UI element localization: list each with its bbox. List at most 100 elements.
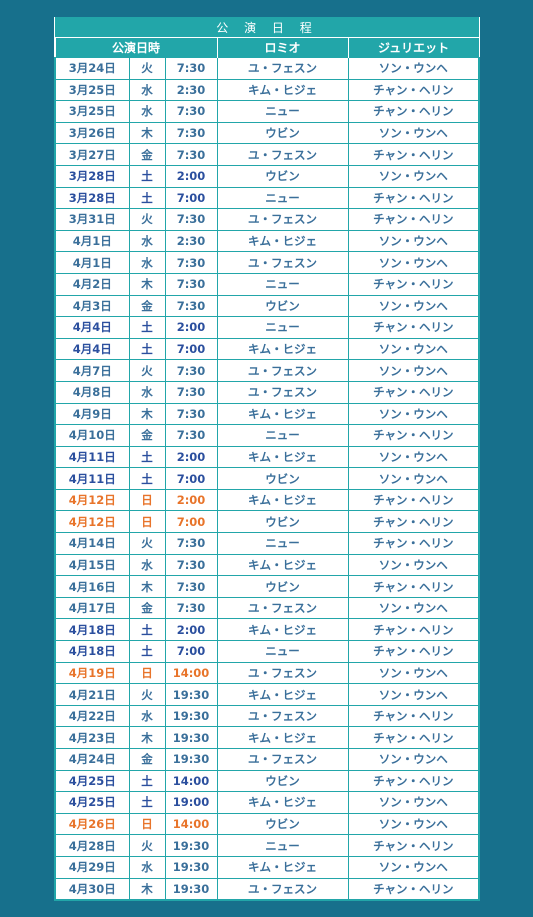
time-cell: 7:30 [164, 359, 218, 382]
day-cell: 木 [128, 121, 166, 145]
date-cell: 3月28日 [54, 164, 130, 188]
day-cell: 日 [128, 510, 166, 534]
time-cell: 7:30 [164, 57, 218, 80]
time-cell: 19:00 [164, 791, 218, 814]
time-cell: 19:30 [164, 877, 218, 902]
juliet-cell: チャン・ヘリン [347, 143, 481, 166]
time-cell: 19:30 [164, 726, 218, 749]
schedule-row: 3月25日水 7:30 ニュー チャン・ヘリン [54, 100, 481, 123]
day-cell: 火 [128, 683, 166, 706]
date-cell: 4月17日 [54, 596, 130, 620]
time-cell: 19:30 [164, 704, 218, 728]
juliet-cell: ソン・ウンヘ [347, 164, 481, 188]
day-cell: 土 [128, 618, 166, 642]
date-cell: 4月9日 [54, 402, 130, 426]
day-cell: 金 [128, 143, 166, 166]
juliet-cell: チャン・ヘリン [347, 316, 481, 339]
time-cell: 7:30 [164, 208, 218, 231]
romeo-cell: ウビン [216, 510, 349, 534]
date-cell: 4月18日 [54, 618, 130, 642]
romeo-cell: ニュー [216, 532, 349, 555]
time-cell: 19:30 [164, 683, 218, 706]
schedule-row: 4月15日水 7:30 キム・ヒジェ ソン・ウンヘ [54, 553, 481, 577]
schedule-row: 4月1日水 7:30 ユ・フェスン ソン・ウンヘ [54, 251, 481, 274]
schedule-row: 3月24日火 7:30 ユ・フェスン ソン・ウンヘ [54, 57, 481, 80]
day-cell: 日 [128, 488, 166, 512]
romeo-cell: ニュー [216, 272, 349, 296]
juliet-cell: ソン・ウンヘ [347, 812, 481, 836]
header-row: 公演日時 ロミオ ジュリエット [54, 37, 480, 58]
time-cell: 7:30 [164, 532, 218, 555]
time-cell: 2:30 [164, 229, 218, 253]
schedule-row: 4月7日火 7:30 ユ・フェスン ソン・ウンヘ [54, 359, 481, 382]
schedule-row: 4月16日木 7:30 ウビン チャン・ヘリン [54, 575, 481, 598]
romeo-cell: ニュー [216, 316, 349, 339]
time-cell: 7:00 [164, 640, 218, 663]
romeo-cell: ウビン [216, 164, 349, 188]
juliet-cell: ソン・ウンヘ [347, 596, 481, 620]
date-cell: 3月31日 [54, 208, 130, 231]
schedule-row: 4月28日火 19:30 ニュー チャン・ヘリン [54, 834, 481, 857]
schedule-row: 4月26日日 14:00 ウビン ソン・ウンヘ [54, 812, 481, 836]
juliet-cell: ソン・ウンヘ [347, 294, 481, 318]
romeo-cell: ウビン [216, 769, 349, 793]
schedule-title: 公 演 日 程 [55, 17, 480, 38]
date-cell: 3月25日 [54, 78, 130, 102]
date-cell: 3月24日 [54, 57, 130, 80]
romeo-cell: ウビン [216, 294, 349, 318]
date-cell: 4月21日 [54, 683, 130, 706]
date-cell: 4月11日 [54, 445, 130, 469]
schedule-row: 4月2日木 7:30 ニュー チャン・ヘリン [54, 272, 481, 296]
time-cell: 7:30 [164, 100, 218, 123]
romeo-cell: キム・ヒジェ [216, 618, 349, 642]
day-cell: 土 [128, 164, 166, 188]
romeo-cell: キム・ヒジェ [216, 683, 349, 706]
date-cell: 4月25日 [54, 769, 130, 793]
date-cell: 3月26日 [54, 121, 130, 145]
time-cell: 19:30 [164, 748, 218, 771]
romeo-cell: ユ・フェスン [216, 748, 349, 771]
day-cell: 木 [128, 575, 166, 598]
title-row: 公 演 日 程 [55, 17, 480, 38]
day-cell: 金 [128, 596, 166, 620]
schedule-body: 3月24日火 7:30 ユ・フェスン ソン・ウンヘ 3月25日水 2:30 キム・ヒジェ チャ… [54, 57, 481, 902]
date-cell: 3月25日 [54, 100, 130, 123]
juliet-cell: ソン・ウンヘ [347, 553, 481, 577]
schedule-row: 4月25日土 14:00 ウビン チャン・ヘリン [54, 769, 481, 793]
juliet-cell: ソン・ウンヘ [347, 251, 481, 274]
time-cell: 19:30 [164, 834, 218, 857]
day-cell: 水 [128, 855, 166, 879]
romeo-cell: キム・ヒジェ [216, 445, 349, 469]
day-cell: 水 [128, 380, 166, 404]
romeo-cell: キム・ヒジェ [216, 553, 349, 577]
date-cell: 4月19日 [54, 661, 130, 685]
juliet-cell: チャン・ヘリン [347, 186, 481, 210]
header-romeo: ロミオ [216, 37, 349, 58]
schedule-row: 4月11日土 2:00 キム・ヒジェ ソン・ウンヘ [54, 445, 481, 469]
romeo-cell: ニュー [216, 424, 349, 447]
day-cell: 水 [128, 100, 166, 123]
day-cell: 水 [128, 78, 166, 102]
romeo-cell: ニュー [216, 186, 349, 210]
day-cell: 土 [128, 769, 166, 793]
juliet-cell: チャン・ヘリン [347, 834, 481, 857]
juliet-cell: チャン・ヘリン [347, 532, 481, 555]
juliet-cell: チャン・ヘリン [347, 380, 481, 404]
date-cell: 4月12日 [54, 510, 130, 534]
time-cell: 7:30 [164, 596, 218, 620]
day-cell: 日 [128, 812, 166, 836]
juliet-cell: チャン・ヘリン [347, 208, 481, 231]
romeo-cell: ウビン [216, 812, 349, 836]
schedule-row: 4月22日水 19:30 ユ・フェスン チャン・ヘリン [54, 704, 481, 728]
day-cell: 土 [128, 640, 166, 663]
time-cell: 14:00 [164, 661, 218, 685]
date-cell: 4月18日 [54, 640, 130, 663]
date-cell: 4月1日 [54, 229, 130, 253]
juliet-cell: ソン・ウンヘ [347, 683, 481, 706]
romeo-cell: キム・ヒジェ [216, 78, 349, 102]
schedule-row: 3月28日土 2:00 ウビン ソン・ウンヘ [54, 164, 481, 188]
schedule-row: 4月18日土 7:00 ニュー チャン・ヘリン [54, 640, 481, 663]
juliet-cell: チャン・ヘリン [347, 100, 481, 123]
time-cell: 2:00 [164, 445, 218, 469]
romeo-cell: キム・ヒジェ [216, 337, 349, 361]
